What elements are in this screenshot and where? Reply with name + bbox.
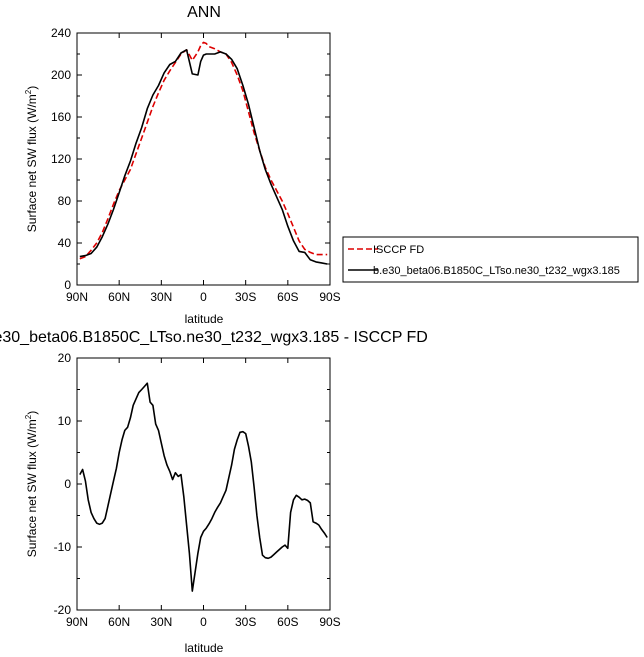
top-x-axis-label: latitude — [185, 312, 224, 326]
bottom-y-tick-label: 0 — [64, 477, 71, 491]
bottom-x-tick-label: 30S — [235, 615, 256, 629]
top-series-line-0 — [79, 41, 328, 260]
top-x-tick-label: 0 — [200, 290, 207, 304]
top-y-tick-label: 200 — [51, 68, 71, 82]
top-y-axis-label-end: ) — [25, 86, 39, 90]
top-y-tick-label: 0 — [64, 278, 71, 292]
bottom-y-tick-label: -20 — [54, 603, 72, 617]
bottom-x-tick-label: 0 — [200, 615, 207, 629]
bottom-y-axis-label-main: Surface net SW flux (W/m — [25, 419, 39, 557]
bottom-x-tick-label: 60N — [108, 615, 130, 629]
top-chart-title: ANN — [187, 4, 221, 21]
top-series-line-1 — [79, 48, 328, 265]
bottom-series-group — [79, 382, 328, 592]
bottom-chart-panel: b.e30_beta06.B1850C_LTso.ne30_t232_wgx3.… — [0, 329, 428, 655]
top-y-tick-label: 160 — [51, 110, 71, 124]
bottom-y-tick-label: 10 — [58, 414, 72, 428]
top-y-tick-label: 240 — [51, 26, 71, 40]
bottom-x-tick-label: 90N — [66, 615, 88, 629]
top-y-axis-label-main: Surface net SW flux (W/m — [25, 94, 39, 232]
legend: ISCCP FD b.e30_beta06.B1850C_LTso.ne30_t… — [342, 236, 639, 283]
bottom-x-tick-label: 30N — [150, 615, 172, 629]
top-y-tick-label: 80 — [58, 194, 72, 208]
legend-label-isccp: ISCCP FD — [373, 244, 424, 256]
bottom-x-tick-label: 90S — [319, 615, 340, 629]
top-plot-frame — [76, 32, 331, 286]
top-x-tick-label: 30N — [150, 290, 172, 304]
top-x-tick-label: 60S — [277, 290, 298, 304]
top-y-tick-label: 120 — [51, 152, 71, 166]
bottom-plot-frame — [76, 357, 331, 611]
bottom-chart-title: b.e30_beta06.B1850C_LTso.ne30_t232_wgx3.… — [0, 329, 428, 346]
top-chart-panel: ANN 90N 60N 30N 0 30S 60S 90S 0 40 80 120 160 200 240… — [24, 4, 341, 326]
top-x-tick-label: 90N — [66, 290, 88, 304]
top-axes: 90N 60N 30N 0 30S 60S 90S 0 40 80 120 160 200 240 — [51, 26, 341, 304]
legend-frame — [342, 236, 639, 283]
top-series-group — [79, 41, 328, 265]
bottom-y-tick-label: 20 — [58, 351, 72, 365]
top-x-tick-label: 60N — [108, 290, 130, 304]
bottom-y-axis-label-end: ) — [25, 411, 39, 415]
bottom-x-tick-label: 60S — [277, 615, 298, 629]
top-x-tick-label: 30S — [235, 290, 256, 304]
top-x-tick-label: 90S — [319, 290, 340, 304]
bottom-y-axis-label-sup: 2 — [24, 414, 33, 419]
top-y-axis-label-sup: 2 — [24, 89, 33, 94]
legend-label-model: b.e30_beta06.B1850C_LTso.ne30_t232_wgx3.… — [373, 265, 620, 277]
top-y-axis-label: Surface net SW flux (W/m2) — [24, 86, 39, 232]
top-y-tick-label: 40 — [58, 236, 72, 250]
bottom-x-axis-label: latitude — [185, 641, 224, 655]
bottom-series-line-0 — [79, 382, 328, 592]
bottom-y-tick-label: -10 — [54, 540, 72, 554]
bottom-y-axis-label: Surface net SW flux (W/m2) — [24, 411, 39, 557]
bottom-axes: 90N 60N 30N 0 30S 60S 90S -20 -10 0 10 20 — [54, 351, 341, 629]
